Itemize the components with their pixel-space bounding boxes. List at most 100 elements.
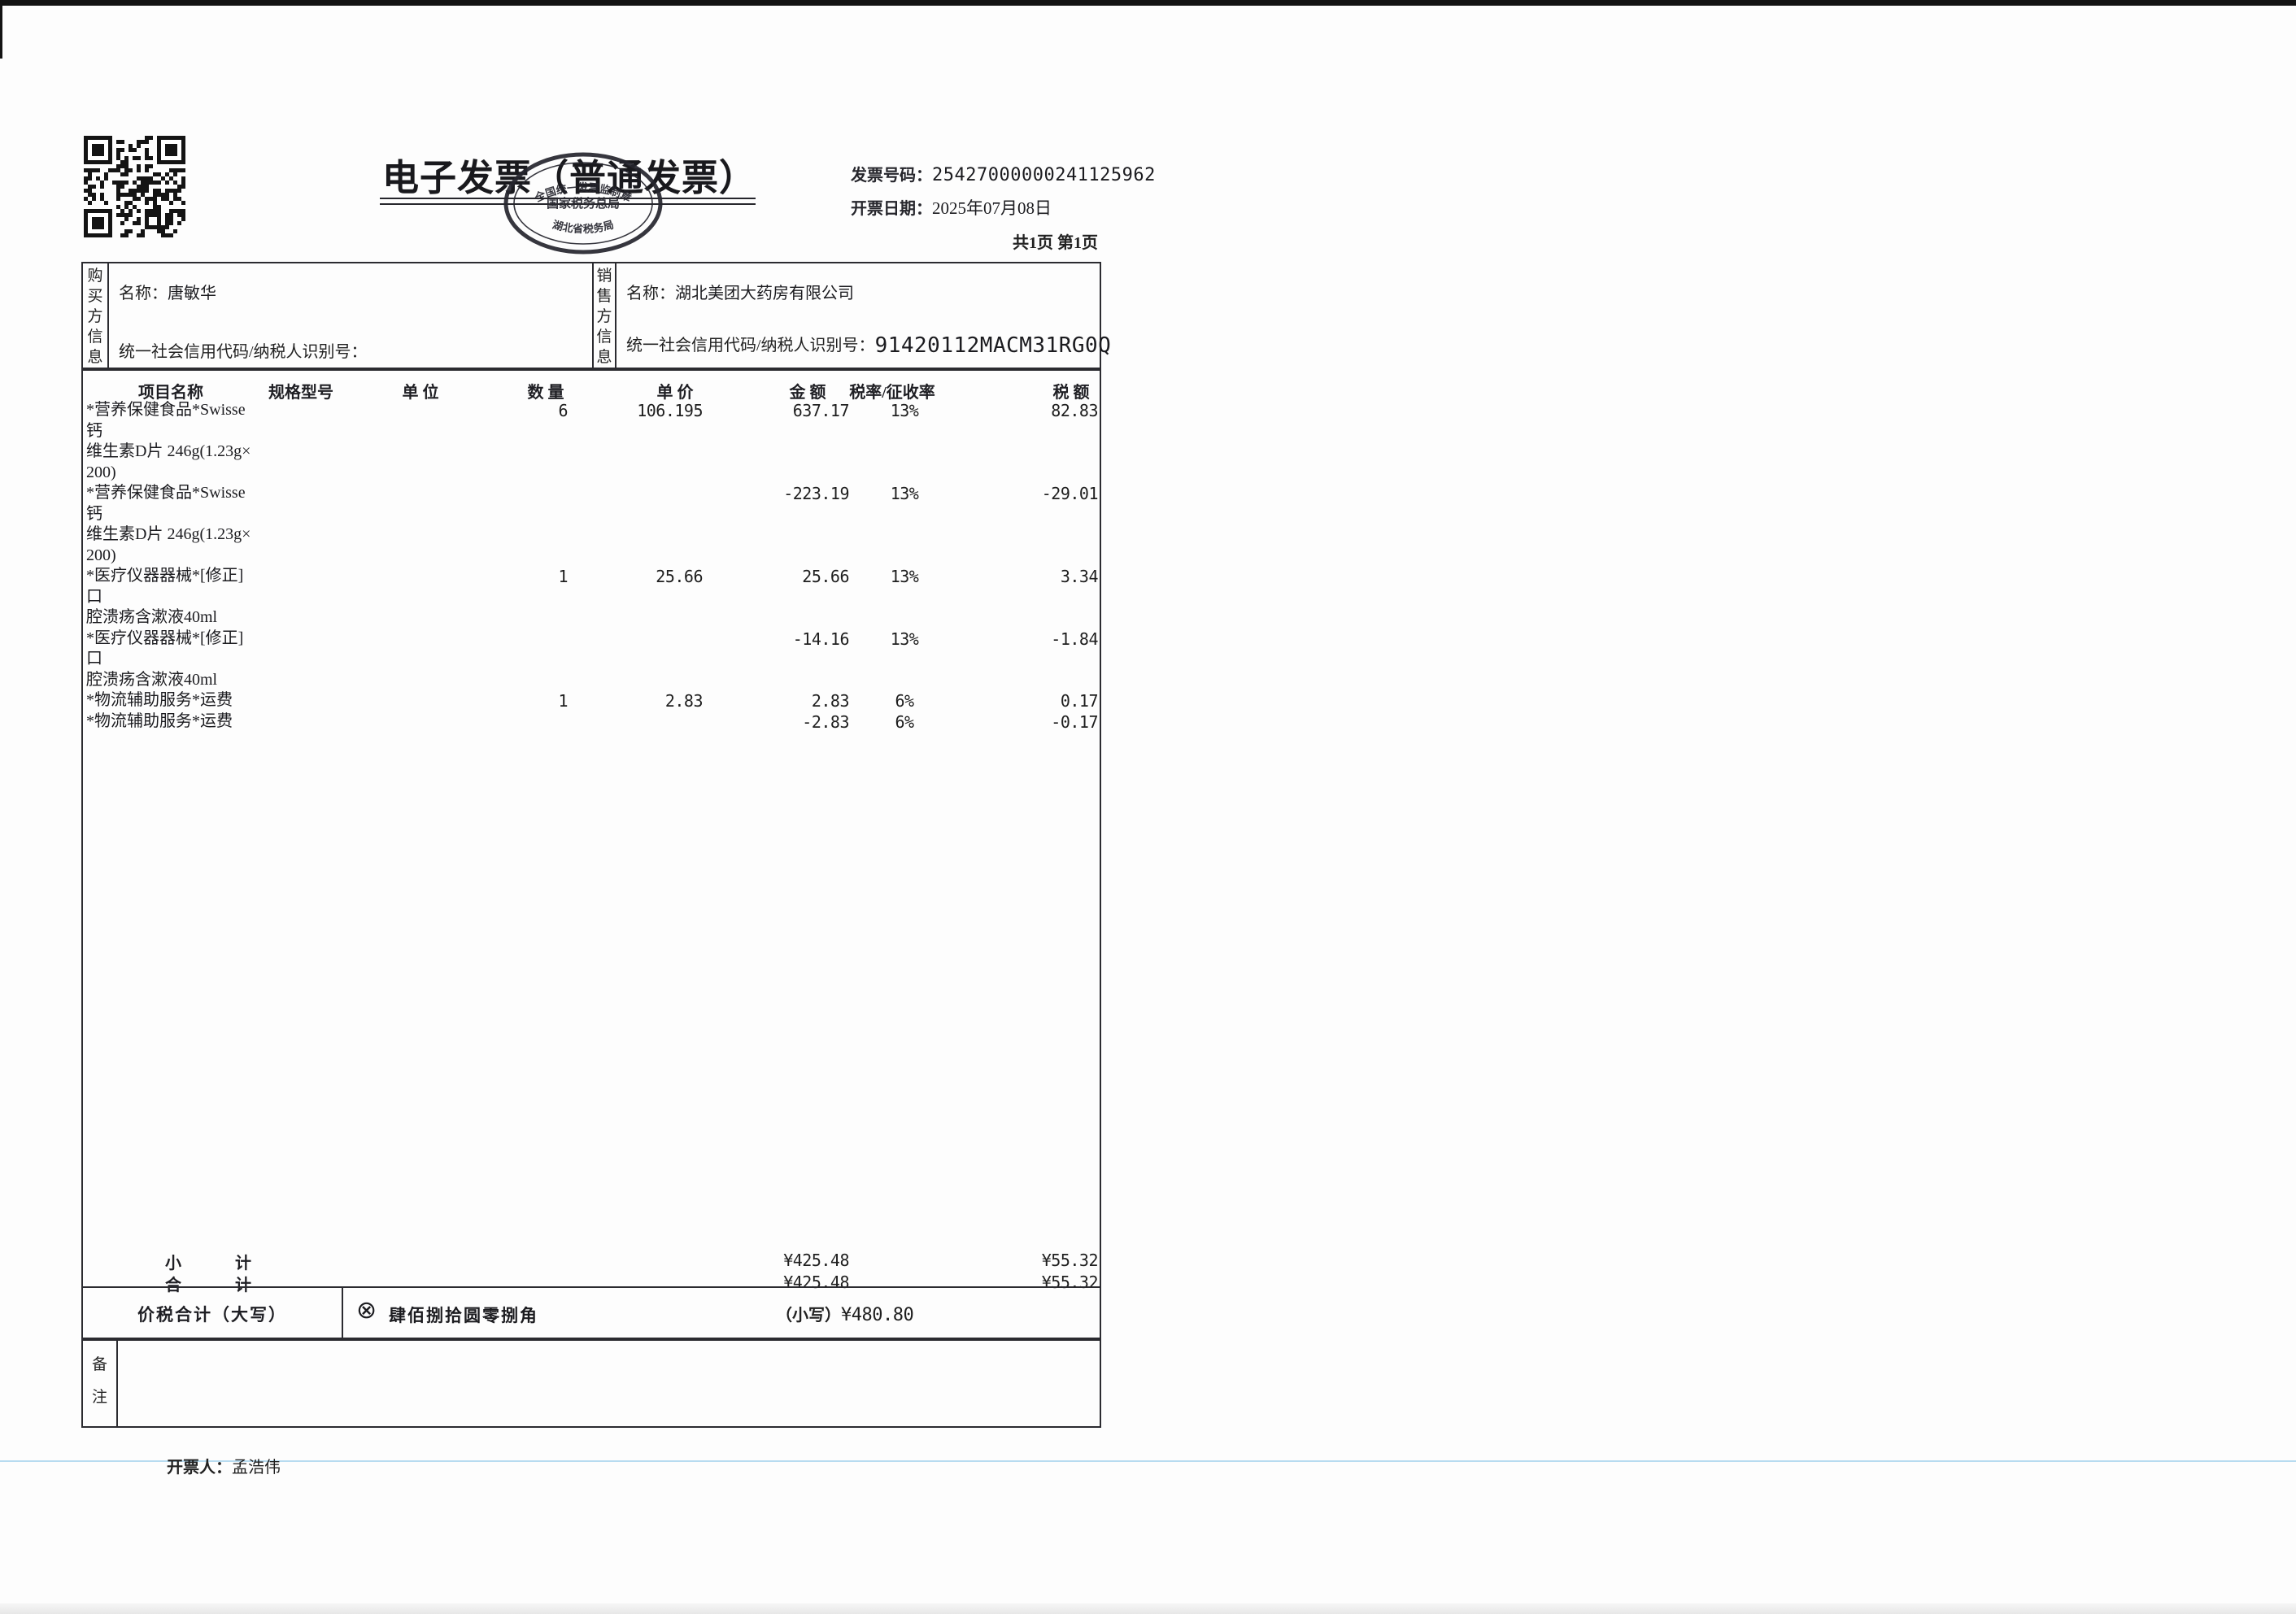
buyer-name-label: 名称： — [119, 285, 168, 302]
seller-info: 名称：湖北美团大药房有限公司 统一社会信用代码/纳税人识别号：91420112M… — [616, 263, 1111, 369]
issuer-name: 孟浩伟 — [232, 1459, 281, 1477]
invoice-number-value: 25427000000241125962 — [932, 165, 1156, 185]
item-tax: -0.17 — [1051, 711, 1098, 732]
item-amount: 637.17 — [792, 401, 850, 420]
item-tax-rate: 13% — [890, 629, 919, 649]
item-amount: -223.19 — [783, 484, 849, 503]
buyer-taxid-line: 统一社会信用代码/纳税人识别号： — [119, 338, 368, 364]
buyer-name-line: 名称：唐敏华 — [119, 280, 216, 303]
issuer-line: 开票人：孟浩伟 — [167, 1454, 281, 1477]
item-quantity: 6 — [558, 401, 568, 420]
grand-total-figures-label: （小写） — [776, 1307, 841, 1325]
col-header-unit: 单 位 — [402, 384, 439, 402]
col-header-tax: 税 额 — [1052, 384, 1090, 402]
table-row: *医疗仪器器械*[修正]口 腔溃疡含漱液40ml 1 25.66 25.66 1… — [86, 566, 1099, 629]
seller-name-value: 湖北美团大药房有限公司 — [675, 285, 854, 302]
col-header-tax-rate: 税率/征收率 — [849, 384, 935, 402]
item-tax: -1.84 — [1051, 629, 1098, 649]
seller-name-line: 名称：湖北美团大药房有限公司 — [626, 280, 854, 303]
circled-x-icon: ⊗ — [356, 1296, 377, 1325]
item-amount: 2.83 — [811, 691, 850, 711]
remarks-label: 备注 — [91, 1356, 107, 1406]
item-tax-rate: 6% — [895, 711, 914, 732]
invoice-title: 电子发票（普通发票） — [382, 158, 757, 198]
col-header-spec: 规格型号 — [268, 384, 333, 402]
item-amount: 25.66 — [802, 567, 849, 586]
scan-left-edge — [0, 0, 2, 59]
issuer-label: 开票人： — [167, 1459, 232, 1477]
page-count: 共1页 第1页 — [1013, 234, 1098, 252]
item-tax-rate: 13% — [890, 567, 919, 586]
seller-taxid-line: 统一社会信用代码/纳税人识别号：91420112MACM31RG0Q — [626, 332, 1111, 358]
grand-total-figures-value: ¥480.80 — [841, 1305, 914, 1325]
svg-text:湖北省税务局: 湖北省税务局 — [551, 219, 616, 236]
seller-section-cell: 销售方信息 — [592, 263, 616, 369]
subtotal-label: 小计 — [165, 1255, 305, 1272]
item-tax: -29.01 — [1041, 484, 1099, 503]
item-tax: 3.34 — [1060, 567, 1099, 586]
grand-total-in-figures: （小写）¥480.80 — [776, 1302, 914, 1325]
items-table: 项目名称 规格型号 单 位 数 量 单 价 金 额 税率/征收率 税 额 *营养… — [81, 368, 1101, 1341]
issue-date-line: 开票日期：2025年07月08日 — [851, 195, 1052, 220]
total-amount: ¥425.48 — [783, 1272, 849, 1292]
table-row: *物流辅助服务*运费 -2.83 6% -0.17 — [86, 711, 1099, 733]
qr-code — [84, 136, 186, 238]
item-name: *医疗仪器器械*[修正]口 腔溃疡含漱液40ml — [86, 629, 244, 689]
invoice-number-label: 发票号码： — [851, 167, 932, 185]
table-row: *医疗仪器器械*[修正]口 腔溃疡含漱液40ml -14.16 13% -1.8… — [86, 629, 1099, 691]
item-name: *营养保健食品*Swisse钙 维生素D片 246g(1.23g× 200) — [86, 484, 251, 564]
item-unit-price: 25.66 — [656, 567, 703, 586]
buyer-taxid-label: 统一社会信用代码/纳税人识别号： — [119, 343, 368, 361]
item-quantity: 1 — [558, 691, 568, 711]
buyer-name-value: 唐敏华 — [168, 285, 216, 302]
total-tax: ¥55.32 — [1041, 1272, 1099, 1292]
table-row: *营养保健食品*Swisse钙 维生素D片 246g(1.23g× 200) -… — [86, 483, 1099, 566]
item-amount: -2.83 — [802, 711, 849, 732]
remarks-box: 备注 — [81, 1338, 1101, 1428]
grand-total-label-cell: 价税合计（大写） — [83, 1288, 343, 1339]
buyer-section-label: 购买方信息 — [87, 267, 103, 366]
item-unit-price: 2.83 — [664, 691, 704, 711]
item-quantity: 1 — [558, 567, 568, 586]
invoice-number-line: 发票号码：25427000000241125962 — [851, 162, 1156, 185]
item-tax-rate: 13% — [890, 484, 919, 503]
total-label: 合计 — [165, 1277, 305, 1294]
buyer-section-cell: 购买方信息 — [83, 263, 109, 369]
party-info-box: 购买方信息 名称：唐敏华 统一社会信用代码/纳税人识别号： 销售方信息 名称：湖… — [81, 262, 1111, 371]
stamp-line1: 国家税务总局 — [547, 196, 620, 211]
total-row: 合计 ¥425.48 ¥55.32 — [86, 1272, 1099, 1294]
item-tax-rate: 6% — [895, 691, 914, 711]
item-name: *物流辅助服务*运费 — [86, 691, 233, 709]
table-row: *物流辅助服务*运费 1 2.83 2.83 6% 0.17 — [86, 690, 1099, 711]
title-double-rule — [380, 198, 756, 205]
col-header-amount: 金 额 — [789, 384, 826, 402]
seller-name-label: 名称： — [626, 285, 675, 302]
scan-bottom-band — [0, 1603, 2296, 1614]
subtotal-tax: ¥55.32 — [1041, 1251, 1099, 1270]
item-unit-price: 106.195 — [637, 401, 703, 420]
remarks-label-cell: 备注 — [83, 1339, 118, 1426]
col-header-item-name: 项目名称 — [138, 384, 203, 402]
stamp-line2: 湖北省税务局 — [551, 219, 616, 236]
remarks-content — [118, 1339, 1100, 1426]
tax-bureau-stamp: 全国统一发票监制章 国家税务总局 湖北省税务局 — [501, 150, 665, 256]
issue-date-value: 2025年07月08日 — [932, 198, 1052, 218]
subtotal-row: 小计 ¥425.48 ¥55.32 — [86, 1250, 1099, 1272]
subtotal-amount: ¥425.48 — [783, 1251, 849, 1270]
item-tax-rate: 13% — [890, 401, 919, 420]
scan-top-edge — [0, 0, 2296, 6]
seller-section-label: 销售方信息 — [596, 267, 612, 366]
col-header-unit-price: 单 价 — [656, 384, 694, 402]
grand-total-label: 价税合计（大写） — [137, 1304, 287, 1325]
seller-taxid-label: 统一社会信用代码/纳税人识别号： — [626, 337, 875, 355]
item-name: *营养保健食品*Swisse钙 维生素D片 246g(1.23g× 200) — [86, 401, 251, 481]
grand-total-in-words: 肆佰捌拾圆零捌角 — [389, 1306, 538, 1325]
seller-taxid-value: 91420112MACM31RG0Q — [874, 333, 1112, 358]
item-amount: -14.16 — [792, 629, 850, 649]
item-tax: 0.17 — [1060, 691, 1099, 711]
item-name: *医疗仪器器械*[修正]口 腔溃疡含漱液40ml — [86, 567, 244, 626]
scan-artifact-line — [0, 1460, 2296, 1462]
col-header-quantity: 数 量 — [527, 384, 564, 402]
item-name: *物流辅助服务*运费 — [86, 711, 233, 730]
